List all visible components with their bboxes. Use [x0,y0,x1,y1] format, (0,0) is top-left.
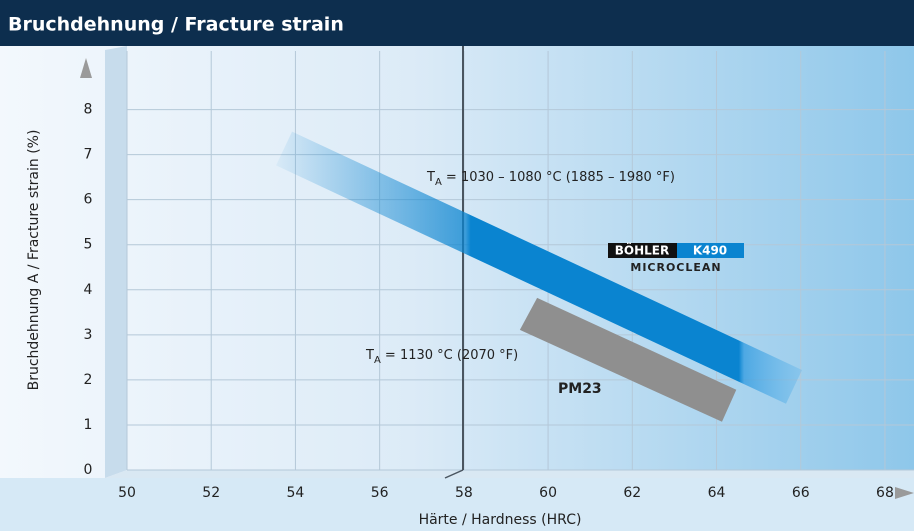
y-tick-label: 1 [84,417,93,433]
y-tick-label: 4 [84,282,93,298]
y-tick-label: 6 [84,192,93,208]
x-tick-label: 68 [876,485,894,501]
plot-background [0,46,914,531]
y-tick-label: 7 [84,147,93,163]
axis-band [0,478,914,531]
x-tick-label: 64 [708,485,726,501]
x-tick-label: 50 [118,485,136,501]
y-axis-title: Bruchdehnung A / Fracture strain (%) [26,130,42,391]
x-tick-label: 54 [287,485,305,501]
annotation-rest: = 1030 – 1080 °C (1885 – 1980 °F) [442,170,675,185]
y-tick-label: 8 [84,102,93,118]
title-bar [0,0,914,46]
x-tick-label: 60 [539,485,557,501]
x-tick-label: 52 [202,485,220,501]
logo-box [677,243,744,258]
x-axis-title: Härte / Hardness (HRC) [419,512,582,528]
annotation: TA = 1130 °C (2070 °F) [365,348,518,367]
band [276,131,802,404]
y-arrow [80,58,92,78]
x-tick-label: 56 [371,485,389,501]
left-wall [105,46,127,478]
annotation: TA = 1030 – 1080 °C (1885 – 1980 °F) [426,170,675,189]
y-tick-label: 5 [84,237,93,253]
annotation-rest: = 1130 °C (2070 °F) [381,348,518,363]
y-tick-label: 0 [84,462,93,478]
logo-maker: BÖHLER [615,243,669,258]
chart-title: Bruchdehnung / Fracture strain [8,14,344,36]
band [519,297,737,422]
series-label: PM23 [558,381,602,397]
annotation-sub: A [435,177,442,188]
logo-grade: K490 [693,244,727,258]
annotation-text: T [365,348,374,363]
annotation-text: T [426,170,435,185]
x-arrow [895,487,914,499]
x-tick-label: 58 [455,485,473,501]
floor [105,470,914,478]
y-tick-label: 2 [84,372,93,388]
y-tick-label: 3 [84,327,93,343]
logo-box [608,243,677,258]
logo-process: MICROCLEAN [630,261,721,274]
reference-foot [444,469,464,479]
x-tick-label: 62 [623,485,641,501]
annotation-sub: A [374,355,381,366]
x-tick-label: 66 [792,485,810,501]
